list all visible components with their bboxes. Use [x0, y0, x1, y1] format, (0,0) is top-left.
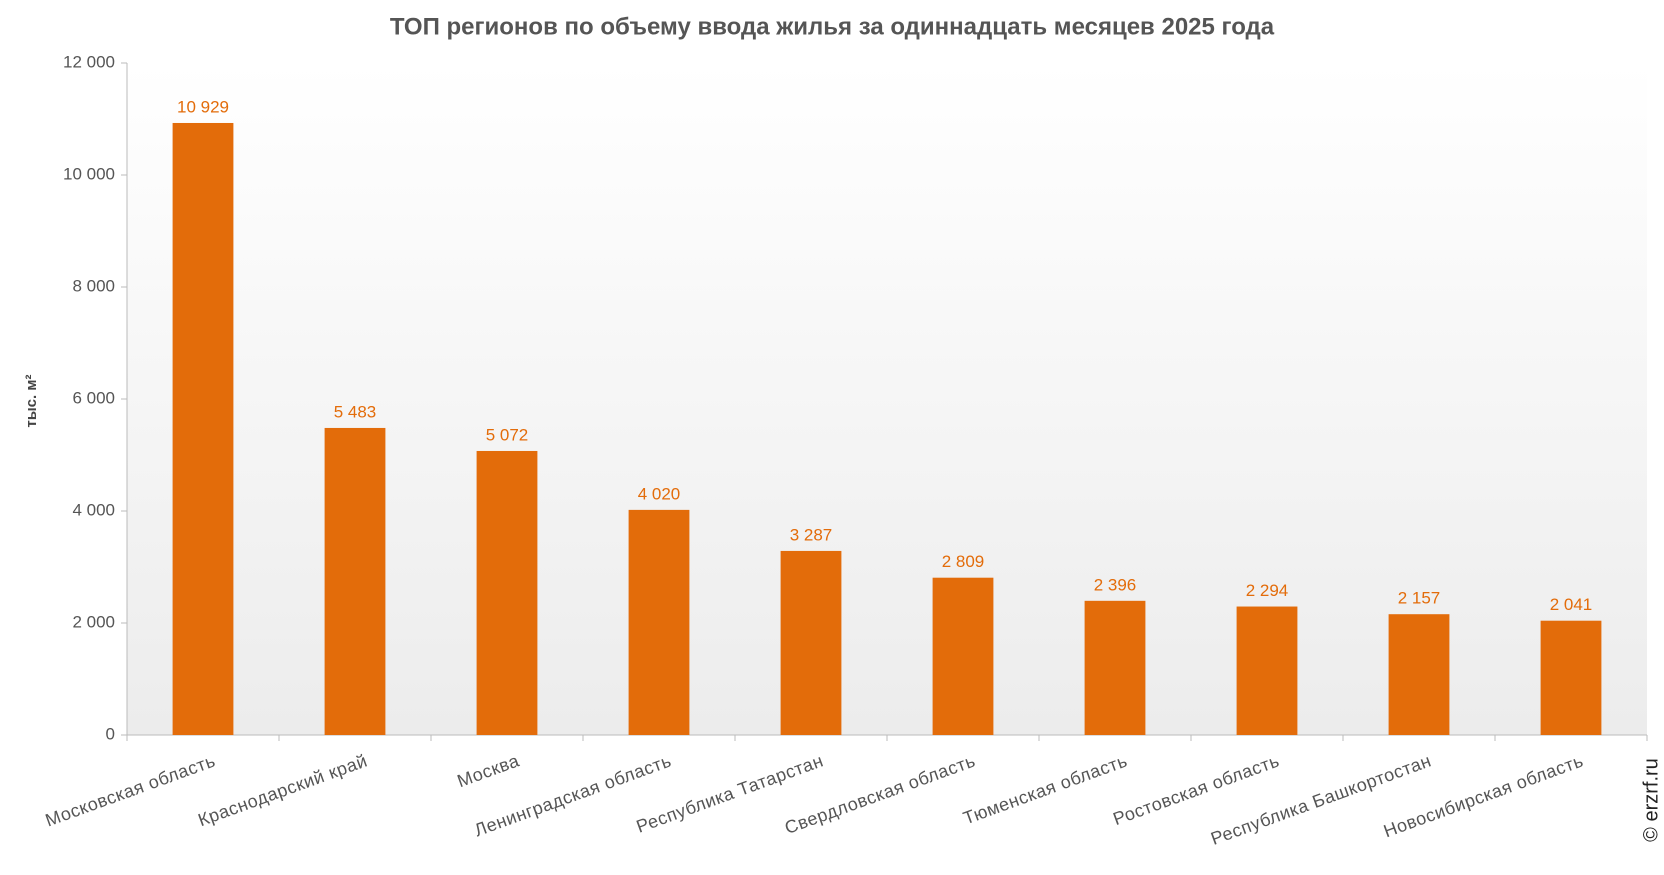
- x-tick-label: Тюменская область: [961, 750, 1130, 828]
- bar: [628, 509, 690, 735]
- value-label: 5 072: [486, 425, 529, 444]
- value-label: 2 294: [1246, 581, 1289, 600]
- bar: [324, 427, 386, 735]
- value-label: 10 929: [177, 97, 229, 116]
- value-label: 5 483: [334, 402, 377, 421]
- value-label: 4 020: [638, 484, 681, 503]
- bar: [172, 122, 234, 735]
- watermark: © erzrf.ru: [1640, 758, 1662, 842]
- bar: [1236, 606, 1298, 735]
- y-tick-label: 12 000: [63, 52, 115, 71]
- y-tick-label: 0: [106, 724, 115, 743]
- bar: [780, 550, 842, 735]
- value-label: 2 157: [1398, 589, 1441, 608]
- value-label: 2 809: [942, 552, 985, 571]
- y-tick-label: 6 000: [72, 388, 115, 407]
- y-tick-label: 8 000: [72, 276, 115, 295]
- value-label: 3 287: [790, 525, 833, 544]
- value-label: 2 041: [1550, 595, 1593, 614]
- x-tick-label: Московская область: [43, 750, 218, 830]
- x-tick-label: Москва: [455, 750, 523, 791]
- y-tick-label: 4 000: [72, 500, 115, 519]
- bar: [1540, 620, 1602, 735]
- bar: [476, 450, 538, 735]
- bar: [932, 577, 994, 735]
- bar: [1388, 614, 1450, 735]
- bar: [1084, 600, 1146, 735]
- value-label: 2 396: [1094, 575, 1137, 594]
- chart-title: ТОП регионов по объему ввода жилья за од…: [390, 13, 1275, 40]
- y-tick-label: 2 000: [72, 612, 115, 631]
- y-axis-label: тыс. м²: [23, 375, 40, 428]
- x-tick-label: Краснодарский край: [195, 750, 370, 830]
- y-tick-label: 10 000: [63, 164, 115, 183]
